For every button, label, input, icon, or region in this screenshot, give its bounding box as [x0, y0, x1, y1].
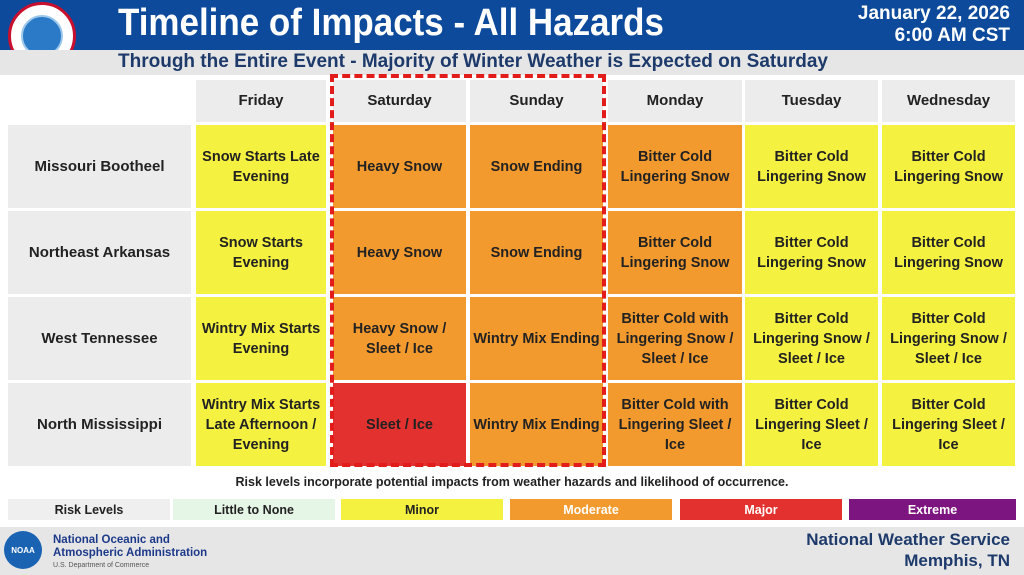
column-header-wednesday: Wednesday — [882, 80, 1015, 122]
nws-location: Memphis, TN — [904, 551, 1010, 570]
impact-cell: Heavy Snow — [333, 125, 466, 208]
subtitle-band — [0, 50, 1024, 75]
row-header: North Mississippi — [8, 383, 191, 466]
legend-item: Moderate — [510, 499, 672, 520]
row-header: Missouri Bootheel — [8, 125, 191, 208]
column-header-sunday: Sunday — [470, 80, 603, 122]
impact-cell: Wintry Mix Ending — [470, 383, 603, 466]
column-header-monday: Monday — [608, 80, 742, 122]
legend-item: Risk Levels — [8, 499, 170, 520]
issue-time: 6:00 AM CST — [894, 25, 1010, 46]
issue-date: January 22, 2026 — [857, 3, 1010, 24]
legend-item: Major — [680, 499, 842, 520]
noaa-name-line2: Atmospheric Administration — [53, 547, 208, 559]
column-header-tuesday: Tuesday — [745, 80, 878, 122]
header-bar — [0, 0, 1024, 50]
impact-cell: Bitter Cold with Lingering Snow / Sleet … — [608, 297, 742, 380]
nws-office: National Weather Service — [806, 530, 1010, 549]
impact-cell: Snow Starts Late Evening — [196, 125, 326, 208]
row-header: Northeast Arkansas — [8, 211, 191, 294]
noaa-name-line1: National Oceanic and — [53, 534, 170, 546]
legend-item: Minor — [341, 499, 503, 520]
impact-cell: Bitter Cold Lingering Snow — [882, 211, 1015, 294]
row-header: West Tennessee — [8, 297, 191, 380]
impact-cell: Sleet / Ice — [333, 383, 466, 466]
impact-cell: Wintry Mix Ending — [470, 297, 603, 380]
impact-cell: Snow Ending — [470, 211, 603, 294]
subtitle: Through the Entire Event - Majority of W… — [118, 51, 828, 72]
impact-cell: Bitter Cold with Lingering Sleet / Ice — [608, 383, 742, 466]
legend-item: Extreme — [849, 499, 1016, 520]
column-header-friday: Friday — [196, 80, 326, 122]
impact-cell: Wintry Mix Starts Late Afternoon / Eveni… — [196, 383, 326, 466]
impact-cell: Bitter Cold Lingering Snow — [745, 125, 878, 208]
footer — [0, 527, 1024, 575]
impact-cell: Bitter Cold Lingering Snow / Sleet / Ice — [882, 297, 1015, 380]
impact-cell: Heavy Snow / Sleet / Ice — [333, 297, 466, 380]
noaa-logo: NOAA — [4, 531, 42, 569]
noaa-dept: U.S. Department of Commerce — [53, 562, 150, 569]
impact-cell: Bitter Cold Lingering Snow / Sleet / Ice — [745, 297, 878, 380]
impact-cell: Bitter Cold Lingering Sleet / Ice — [745, 383, 878, 466]
impact-cell: Wintry Mix Starts Evening — [196, 297, 326, 380]
impact-cell: Bitter Cold Lingering Snow — [882, 125, 1015, 208]
impact-cell: Snow Starts Evening — [196, 211, 326, 294]
highlight-box-weekend — [330, 74, 606, 467]
page-title: Timeline of Impacts - All Hazards — [118, 2, 664, 44]
impact-cell: Snow Ending — [470, 125, 603, 208]
impact-cell: Bitter Cold Lingering Snow — [745, 211, 878, 294]
column-header-saturday: Saturday — [333, 80, 466, 122]
impact-cell: Bitter Cold Lingering Sleet / Ice — [882, 383, 1015, 466]
risk-note: Risk levels incorporate potential impact… — [235, 475, 789, 489]
impact-cell: Heavy Snow — [333, 211, 466, 294]
impact-cell: Bitter Cold Lingering Snow — [608, 125, 742, 208]
impact-cell: Bitter Cold Lingering Snow — [608, 211, 742, 294]
issue-datetime: January 22, 2026 6:00 AM CST — [858, 3, 1010, 47]
legend-item: Little to None — [173, 499, 335, 520]
